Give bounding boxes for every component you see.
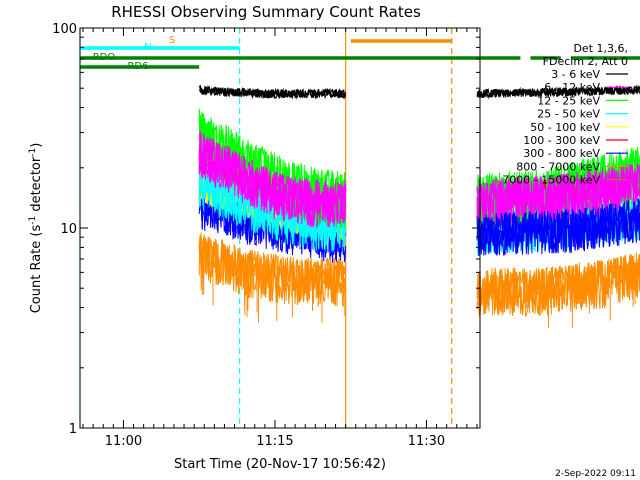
flag-bars: N S RDO RD6 (80, 35, 640, 72)
legend-label-3: 25 - 50 keV (537, 108, 600, 121)
legend-label-1: 6 - 12 keV (544, 81, 600, 94)
legend-label-7: 800 - 7000 keV (516, 160, 600, 173)
y-axis-label: Count Rate (s-1 detector-1) (28, 143, 44, 314)
series-12-25-keV-seg0-trace1 (198, 108, 347, 229)
y-axis-label-rest: detector (29, 156, 44, 216)
series-6-12-keV-seg1-trace0 (476, 163, 640, 226)
x-axis-label: Start Time (20-Nov-17 10:56:42) (174, 457, 386, 472)
series-layer (198, 84, 640, 329)
flag-rd6-label: RD6 (127, 61, 148, 72)
legend-label-0: 3 - 6 keV (551, 68, 600, 81)
x-tick-label-1: 11:15 (256, 434, 293, 449)
flag-rdo-label: RDO (93, 52, 116, 63)
series-300-800-keV-overlay-seg0-trace2 (476, 198, 640, 256)
date-stamp: 2-Sep-2022 09:11 (555, 469, 636, 479)
y-axis: 1 10 100 (52, 22, 480, 437)
flag-s-label: S (169, 35, 175, 46)
legend-label-8: 7000 - 15000 keV (502, 174, 600, 187)
series-800-7000-keV-seg0-trace2 (198, 234, 347, 308)
y-axis-label-sup: -1 (28, 216, 38, 225)
y-tick-label-0: 1 (69, 422, 77, 437)
series-3-6-keV-seg1-trace2 (476, 85, 640, 100)
y-axis-label-main: Count Rate (s (29, 225, 44, 314)
series-3-6-keV-seg1-trace1 (476, 84, 640, 99)
y-tick-label-1: 10 (60, 222, 77, 237)
legend-header-2: FDecim 2, Att 0 (543, 55, 628, 68)
series-300-800-keV-overlay-seg0-trace1 (476, 200, 640, 256)
series-6-12-keV-seg1-trace1 (476, 167, 640, 229)
series-800-7000-keV-seg1-trace1 (477, 254, 640, 318)
legend-label-4: 50 - 100 keV (530, 121, 600, 134)
y-axis-label-sup2: -1 (28, 148, 38, 157)
series-800-7000-keV-seg1-trace2 (476, 252, 640, 316)
series-12-25-keV-seg1-trace2 (476, 151, 640, 226)
legend-label-2: 12 - 25 keV (537, 94, 600, 107)
legend-label-5: 100 - 300 keV (523, 134, 600, 147)
flag-n-label: N (144, 42, 151, 53)
x-tick-label-2: 11:30 (408, 434, 445, 449)
series-6-12-keV-seg0-trace2 (198, 131, 347, 228)
series-6-12-keV-seg1-trace2 (476, 164, 640, 229)
chart-title: RHESSI Observing Summary Count Rates (111, 3, 421, 21)
legend-header-1: Det 1,3,6, (573, 42, 628, 55)
x-tick-label-0: 11:00 (105, 434, 142, 449)
y-tick-label-2: 100 (52, 22, 77, 37)
y-axis-label-close: ) (29, 143, 44, 148)
x-axis: 11:00 11:15 11:30 (82, 28, 478, 449)
legend-label-6: 300 - 800 keV (523, 147, 600, 160)
series-3-6-keV-seg0-trace2 (198, 85, 347, 100)
